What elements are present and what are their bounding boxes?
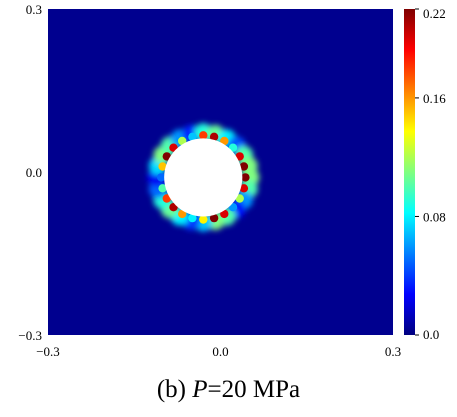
y-tick-label: 0.3 <box>26 2 42 17</box>
damage-edge-cell <box>158 184 167 193</box>
colorbar-tick-label: 0.22 <box>423 6 446 21</box>
x-axis: −0.3 0.0 0.3 <box>36 344 401 359</box>
damage-edge-cell <box>209 213 219 223</box>
damage-edge-cell <box>178 136 187 146</box>
x-tick-label: 0.3 <box>385 344 401 359</box>
damage-edge-cell <box>199 215 208 224</box>
colorbar <box>404 9 415 335</box>
hole-region <box>164 138 243 217</box>
damage-edge-cell <box>220 209 229 219</box>
x-tick-label: 0.0 <box>212 344 228 359</box>
damage-edge-cell <box>235 152 244 161</box>
damage-edge-cell <box>235 194 244 203</box>
colorbar-tick-label: 0.16 <box>423 91 446 106</box>
damage-edge-cell <box>162 152 171 161</box>
damage-edge-cell <box>158 162 167 171</box>
x-tick-label: −0.3 <box>36 344 60 359</box>
damage-edge-cell <box>199 131 208 140</box>
damage-edge-cell <box>188 213 197 223</box>
caption-suffix: =20 MPa <box>207 376 301 403</box>
damage-edge-cell <box>162 194 171 203</box>
damage-edge-cell <box>157 173 166 182</box>
damage-edge-cell <box>241 173 250 182</box>
damage-edge-cell <box>178 209 187 219</box>
damage-edge-cell <box>239 184 249 193</box>
damage-edge-cell <box>228 203 238 212</box>
y-tick-label: −0.3 <box>18 328 42 343</box>
caption-variable: P <box>192 376 208 403</box>
caption-prefix: (b) <box>156 376 193 403</box>
damage-edge-cell <box>209 132 219 141</box>
damage-edge-cell <box>220 136 229 146</box>
colorbar-ticks: 0.22 0.16 0.08 0.0 <box>415 6 446 342</box>
damage-edge-cell <box>169 203 178 212</box>
colorbar-tick-label: 0.0 <box>423 327 439 342</box>
y-axis: 0.3 0.0 −0.3 <box>18 2 42 343</box>
figure-caption: (b) P=20 MPa <box>0 374 457 406</box>
damage-ring <box>147 123 260 232</box>
damage-edge-cell <box>188 132 197 141</box>
y-tick-label: 0.0 <box>26 165 42 180</box>
colorbar-tick-label: 0.08 <box>423 210 446 225</box>
damage-edge-cell <box>239 162 249 171</box>
